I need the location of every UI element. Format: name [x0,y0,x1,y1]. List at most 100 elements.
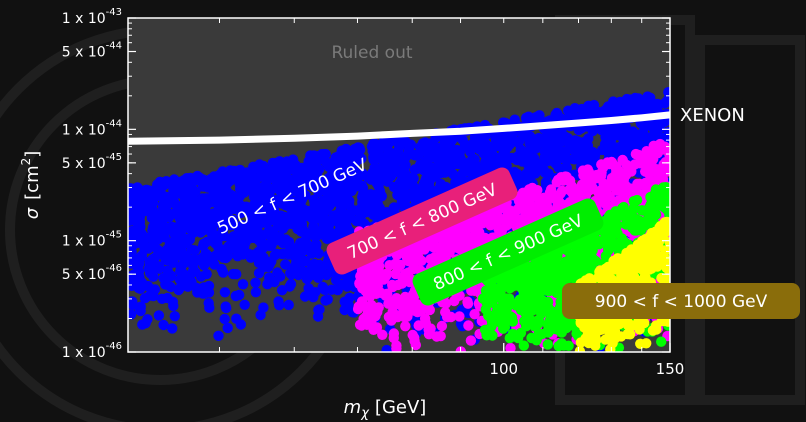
series-point [387,281,398,293]
series-point [586,258,597,269]
series-point [168,300,179,312]
series-point [604,328,615,340]
series-point [354,319,366,330]
series-point [445,240,456,251]
series-point [631,217,642,228]
series-point [133,190,145,201]
series-point [376,173,387,184]
series-point [273,296,284,307]
series-point [454,311,465,322]
series-point [201,250,212,261]
series-point [523,308,534,319]
series-point [638,96,649,107]
series-point [239,299,250,310]
series-point [397,137,409,148]
series-point [591,169,602,181]
series-point [378,272,390,284]
series-point [619,256,630,267]
series-point [363,266,374,278]
series-point [320,149,331,160]
series-point [518,198,530,209]
series-point [301,228,312,239]
series-point [481,330,492,341]
series-point [253,257,265,268]
series-point [273,216,284,227]
series-point [256,236,267,247]
series-point [485,220,496,231]
series-point [313,304,324,316]
series-point [514,278,525,289]
series-point [654,173,666,184]
series-point [621,93,633,105]
series-point [250,248,262,260]
series-point [177,251,188,262]
series-point [134,305,146,316]
series-point [219,287,231,298]
excluded-region-label: Ruled out [331,43,412,63]
series-point [301,272,312,283]
series-point [628,196,639,207]
series-point [198,194,210,206]
series-point [321,233,333,244]
series-point [531,319,543,330]
series-point [597,144,608,156]
series-point [368,151,379,163]
series-point [544,303,555,315]
series-point [555,260,566,271]
series-point [237,279,249,290]
series-point [551,269,563,280]
series-point [465,335,477,346]
series-point [408,305,419,316]
series-point [276,285,288,296]
series-point [317,281,328,293]
series-point [222,322,233,334]
series-point [620,180,631,191]
series-point [182,281,194,292]
series-point [549,134,560,145]
series-point [380,290,391,301]
series-point [277,248,288,260]
series-point [231,269,242,280]
series-point [361,203,373,214]
series-point [216,263,227,275]
series-point [405,172,416,183]
series-point [221,302,232,314]
series-point [174,283,185,294]
series-point [149,240,160,251]
series-point [627,266,638,277]
series-point [521,171,532,183]
series-point [486,154,497,165]
series-point [149,284,161,295]
series-point [518,340,529,351]
series-point [427,241,438,252]
series-point [285,241,296,252]
series-point [302,162,313,174]
series-point [611,162,622,173]
series-point [574,346,586,352]
series-point [136,251,147,262]
series-point [167,323,178,334]
series-point [128,215,136,226]
series-point [218,245,229,257]
series-point [213,202,225,214]
series-point [603,211,614,223]
series-point [381,344,392,352]
series-point [213,173,225,184]
series-point [306,248,318,259]
series-point [436,320,448,332]
series-point [526,332,537,344]
series-point [656,336,667,347]
series-point [604,130,615,142]
series-point [258,302,269,313]
series-point [493,310,504,322]
series-point [451,144,463,156]
series-point [388,332,399,344]
series-point [219,313,230,325]
series-point [543,168,554,179]
series-point [156,293,168,304]
series-point [483,310,494,321]
series-point [131,277,142,288]
y-tick-label: 1 x 10-43 [62,7,122,27]
series-point [471,229,483,240]
series-point [577,165,589,176]
